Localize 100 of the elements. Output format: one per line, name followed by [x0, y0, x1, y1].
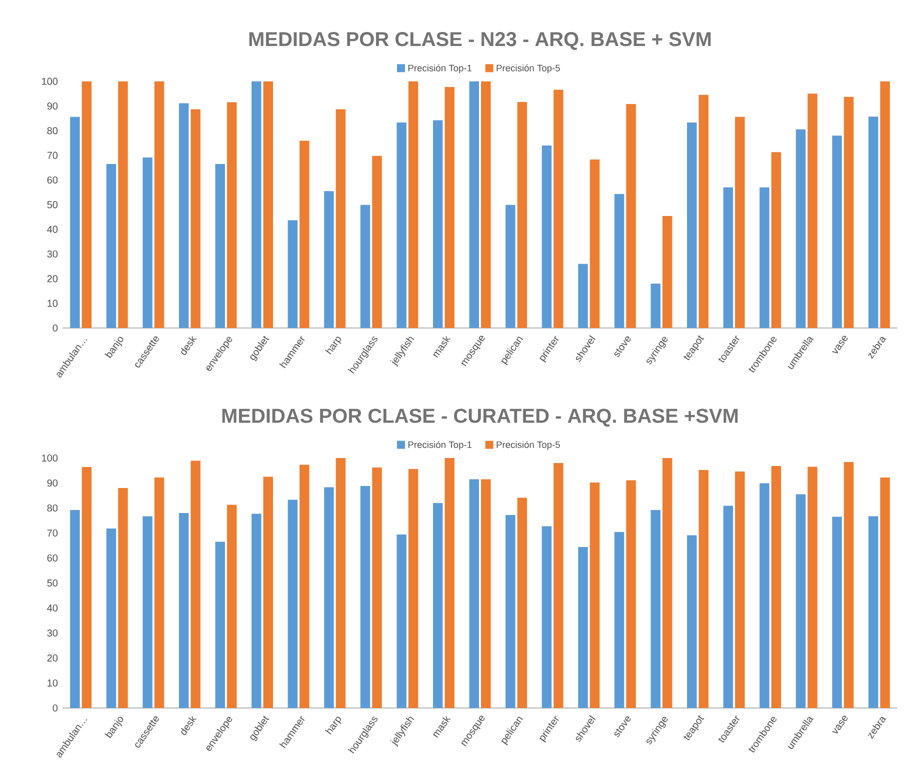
bar	[687, 535, 697, 708]
bar	[324, 191, 334, 328]
y-tick-label: 0	[52, 704, 58, 712]
bar	[432, 120, 443, 328]
bar	[215, 164, 225, 328]
bar	[190, 460, 200, 708]
bar	[372, 468, 382, 708]
bar	[808, 94, 818, 328]
y-tick-label: 100	[42, 454, 58, 462]
bar	[517, 498, 528, 708]
bar	[408, 82, 418, 328]
bar	[252, 514, 262, 708]
bar	[844, 462, 854, 708]
y-tick-label: 70	[47, 530, 58, 537]
bar	[372, 156, 382, 328]
bar	[396, 534, 406, 708]
legend-label: Precisión Top-5	[496, 441, 560, 450]
bar	[687, 122, 697, 328]
bar	[590, 160, 600, 328]
bar	[698, 470, 708, 708]
y-tick-label: 80	[47, 504, 58, 512]
y-tick-label: 90	[47, 102, 58, 110]
y-tick-label: 70	[47, 152, 58, 160]
bar	[336, 458, 346, 708]
bar	[542, 146, 552, 328]
bar	[626, 480, 636, 708]
bar	[614, 194, 624, 328]
y-tick-label: 10	[48, 300, 58, 308]
bar	[106, 164, 116, 328]
bar	[70, 510, 80, 708]
bar	[626, 104, 636, 328]
bar	[70, 117, 80, 328]
legend-label: Precisión Top-1	[408, 441, 472, 450]
y-tick-label: 40	[47, 604, 58, 612]
bar	[432, 503, 443, 708]
bar	[662, 216, 672, 328]
bar	[844, 97, 854, 328]
bar	[300, 464, 310, 708]
bar	[650, 510, 660, 708]
chart-title: MEDIDAS POR CLASE - N23 - ARQ. BASE + SVM	[249, 32, 711, 50]
bar	[614, 532, 624, 708]
bar	[880, 82, 890, 328]
bar	[263, 476, 274, 708]
y-tick-label: 100	[42, 78, 58, 86]
bar	[723, 188, 734, 328]
bar	[578, 264, 588, 328]
bar	[154, 82, 164, 328]
bar	[360, 205, 370, 328]
bar	[226, 504, 237, 708]
bar	[723, 506, 734, 708]
bar	[118, 488, 128, 708]
bar	[336, 109, 346, 328]
bar	[215, 542, 225, 708]
bar	[300, 141, 310, 328]
bar	[82, 82, 92, 328]
bar	[735, 117, 745, 328]
bar	[444, 87, 454, 328]
bar	[698, 95, 708, 328]
bar	[190, 109, 200, 328]
y-tick-label: 40	[47, 226, 58, 234]
bar	[796, 494, 806, 708]
bar	[868, 516, 878, 708]
bar	[506, 205, 516, 328]
bar	[771, 152, 782, 328]
bar	[469, 82, 480, 328]
bar	[360, 486, 370, 708]
legend-label: Precisión Top-5	[496, 64, 560, 74]
y-tick-label: 90	[47, 480, 58, 487]
bar	[396, 122, 406, 328]
bar	[554, 90, 564, 328]
bar	[142, 516, 152, 708]
bar	[324, 487, 334, 708]
bar	[481, 479, 491, 708]
bar	[662, 458, 672, 708]
bar	[154, 478, 164, 708]
bar	[444, 458, 454, 708]
y-tick-label: 60	[47, 554, 58, 562]
y-tick-label: 80	[47, 127, 58, 134]
legend-label: Precisión Top-1	[408, 64, 472, 74]
chart-title: MEDIDAS POR CLASE - CURATED - ARQ. BASE +SVM	[222, 408, 738, 427]
bar	[880, 478, 890, 708]
bar	[578, 547, 588, 708]
bar	[408, 469, 418, 708]
y-tick-label: 50	[47, 201, 58, 208]
bar	[178, 513, 189, 708]
y-tick-label: 0	[52, 324, 58, 332]
bar	[506, 515, 516, 708]
y-tick-label: 20	[47, 275, 58, 282]
bar	[808, 466, 818, 708]
y-tick-label: 60	[47, 176, 58, 184]
bar	[760, 483, 770, 708]
bar	[868, 116, 878, 328]
bar	[554, 463, 564, 708]
bar	[735, 472, 745, 708]
bar	[118, 82, 128, 328]
bar	[469, 479, 480, 708]
bar	[796, 130, 806, 328]
y-tick-label: 20	[47, 654, 58, 662]
bar	[760, 188, 770, 328]
y-tick-label: 30	[47, 630, 58, 637]
